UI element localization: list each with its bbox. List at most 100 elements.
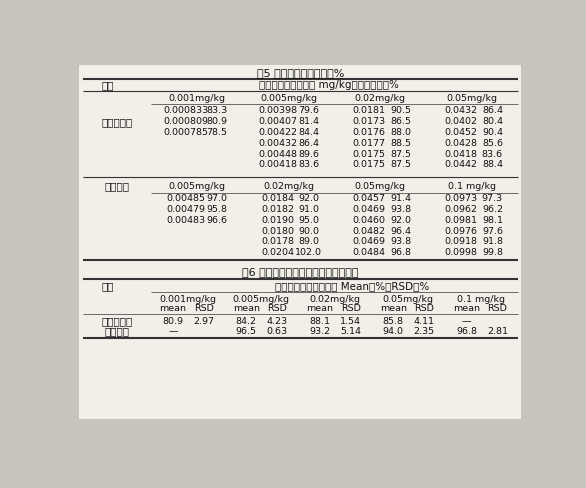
Text: 88.1: 88.1 — [309, 317, 331, 325]
Text: —: — — [462, 317, 471, 325]
Text: RSD: RSD — [414, 305, 434, 313]
Text: mean: mean — [380, 305, 407, 313]
Text: 94.0: 94.0 — [383, 327, 404, 336]
Text: 83.6: 83.6 — [298, 161, 319, 169]
Text: 0.0190: 0.0190 — [261, 216, 294, 225]
Text: mean: mean — [233, 305, 260, 313]
Text: 89.6: 89.6 — [298, 149, 319, 159]
Text: 0.0177: 0.0177 — [353, 139, 386, 148]
Text: 84.2: 84.2 — [236, 317, 257, 325]
Text: 99.8: 99.8 — [482, 248, 503, 257]
Text: 0.05mg/kg: 0.05mg/kg — [355, 182, 406, 191]
Text: 0.0175: 0.0175 — [353, 161, 386, 169]
Text: 0.0998: 0.0998 — [445, 248, 478, 257]
Text: 0.0976: 0.0976 — [445, 226, 478, 236]
Text: 92.0: 92.0 — [390, 216, 411, 225]
Text: 阿莫西林: 阿莫西林 — [104, 182, 129, 191]
Text: 88.4: 88.4 — [482, 161, 503, 169]
Text: 96.8: 96.8 — [390, 248, 411, 257]
Text: 0.0181: 0.0181 — [353, 106, 386, 116]
Text: 90.4: 90.4 — [482, 128, 503, 137]
Text: 0.02mg/kg: 0.02mg/kg — [309, 295, 360, 304]
Text: 98.1: 98.1 — [482, 216, 503, 225]
Text: 78.5: 78.5 — [206, 128, 227, 137]
Text: 85.6: 85.6 — [482, 139, 503, 148]
Text: 加标含量、测定含量 mg/kg、加标回收率%: 加标含量、测定含量 mg/kg、加标回收率% — [259, 80, 399, 90]
Text: 0.00407: 0.00407 — [258, 117, 297, 126]
Text: 86.4: 86.4 — [482, 106, 503, 116]
Text: 0.02mg/kg: 0.02mg/kg — [355, 94, 406, 103]
Text: 表6 扇贝样品平均加标回收率和精密度: 表6 扇贝样品平均加标回收率和精密度 — [242, 267, 359, 277]
Text: 0.0175: 0.0175 — [353, 149, 386, 159]
Text: 组分: 组分 — [102, 80, 114, 90]
Text: 0.001mg/kg: 0.001mg/kg — [168, 94, 225, 103]
Text: 2.35: 2.35 — [414, 327, 435, 336]
Text: 0.0182: 0.0182 — [261, 205, 294, 214]
Text: 0.05mg/kg: 0.05mg/kg — [447, 94, 498, 103]
Text: 80.9: 80.9 — [206, 117, 227, 126]
Text: 83.3: 83.3 — [206, 106, 227, 116]
Text: 95.8: 95.8 — [206, 205, 227, 214]
Text: 0.00418: 0.00418 — [258, 161, 297, 169]
Text: 0.000809: 0.000809 — [163, 117, 208, 126]
Text: 97.0: 97.0 — [206, 194, 227, 203]
Text: 0.0973: 0.0973 — [445, 194, 478, 203]
Text: 88.5: 88.5 — [390, 139, 411, 148]
Text: 0.00485: 0.00485 — [166, 194, 205, 203]
Text: 0.0918: 0.0918 — [445, 237, 478, 246]
Text: 95.0: 95.0 — [298, 216, 319, 225]
Text: 86.4: 86.4 — [298, 139, 319, 148]
Text: 93.2: 93.2 — [309, 327, 331, 336]
Text: 阿莫西林: 阿莫西林 — [104, 326, 129, 337]
Text: 0.000785: 0.000785 — [163, 128, 208, 137]
Text: 92.0: 92.0 — [298, 194, 319, 203]
Text: 0.0184: 0.0184 — [261, 194, 294, 203]
Text: 93.8: 93.8 — [390, 237, 411, 246]
Text: 4.11: 4.11 — [414, 317, 435, 325]
Text: 氨苄青霉素: 氨苄青霉素 — [101, 117, 132, 127]
Text: 96.8: 96.8 — [456, 327, 477, 336]
Text: RSD: RSD — [488, 305, 507, 313]
Text: 5.14: 5.14 — [340, 327, 361, 336]
Text: 88.0: 88.0 — [390, 128, 411, 137]
Text: 0.0442: 0.0442 — [445, 161, 478, 169]
Text: 0.0432: 0.0432 — [445, 106, 478, 116]
Text: 组分: 组分 — [102, 282, 114, 291]
Text: 86.5: 86.5 — [390, 117, 411, 126]
Text: 85.8: 85.8 — [383, 317, 404, 325]
Text: 0.0418: 0.0418 — [445, 149, 478, 159]
Text: 2.81: 2.81 — [487, 327, 508, 336]
Text: mean: mean — [306, 305, 333, 313]
Text: 97.3: 97.3 — [482, 194, 503, 203]
Text: 0.000833: 0.000833 — [163, 106, 208, 116]
Text: 79.6: 79.6 — [298, 106, 319, 116]
Text: 0.02mg/kg: 0.02mg/kg — [263, 182, 314, 191]
Text: 0.0469: 0.0469 — [353, 205, 386, 214]
Text: 0.1 mg/kg: 0.1 mg/kg — [457, 295, 505, 304]
Text: 0.0173: 0.0173 — [353, 117, 386, 126]
Text: 0.00432: 0.00432 — [258, 139, 297, 148]
Text: 80.9: 80.9 — [162, 317, 183, 325]
Text: 0.0484: 0.0484 — [353, 248, 386, 257]
Text: 89.0: 89.0 — [298, 237, 319, 246]
Text: 0.0176: 0.0176 — [353, 128, 386, 137]
Text: 84.4: 84.4 — [298, 128, 319, 137]
Text: RSD: RSD — [194, 305, 213, 313]
Text: mean: mean — [159, 305, 186, 313]
Text: 87.5: 87.5 — [390, 149, 411, 159]
Text: 0.0962: 0.0962 — [445, 205, 478, 214]
Text: 96.5: 96.5 — [236, 327, 257, 336]
Text: mean: mean — [453, 305, 480, 313]
Text: 4.23: 4.23 — [267, 317, 288, 325]
Text: 0.0460: 0.0460 — [353, 216, 386, 225]
Text: 91.0: 91.0 — [298, 205, 319, 214]
Text: 0.0204: 0.0204 — [261, 248, 294, 257]
Text: 0.00422: 0.00422 — [258, 128, 297, 137]
Text: 80.4: 80.4 — [482, 117, 503, 126]
Text: 加标含量，平均回收率 Mean，%，RSD，%: 加标含量，平均回收率 Mean，%，RSD，% — [275, 282, 430, 291]
Text: 0.0178: 0.0178 — [261, 237, 294, 246]
Text: 0.0428: 0.0428 — [445, 139, 478, 148]
Text: RSD: RSD — [267, 305, 287, 313]
Text: 90.5: 90.5 — [390, 106, 411, 116]
Text: 0.0457: 0.0457 — [353, 194, 386, 203]
